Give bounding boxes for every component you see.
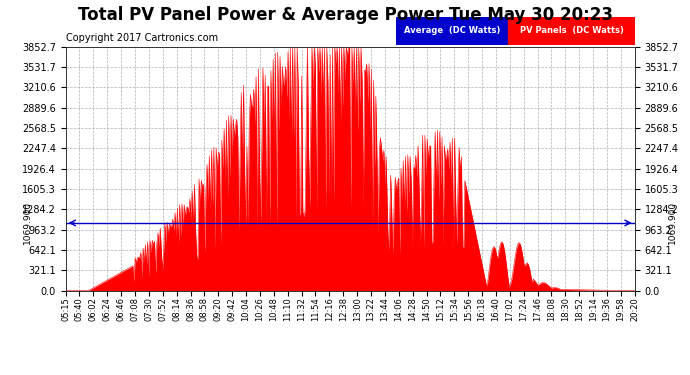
Bar bbox=[395, 17, 508, 45]
Text: Copyright 2017 Cartronics.com: Copyright 2017 Cartronics.com bbox=[66, 33, 217, 43]
Text: Average  (DC Watts): Average (DC Watts) bbox=[404, 26, 500, 36]
Text: Total PV Panel Power & Average Power Tue May 30 20:23: Total PV Panel Power & Average Power Tue… bbox=[77, 6, 613, 24]
Text: PV Panels  (DC Watts): PV Panels (DC Watts) bbox=[520, 26, 623, 36]
Bar bbox=[508, 17, 635, 45]
Text: 1069.900: 1069.900 bbox=[23, 201, 32, 244]
Text: 1069.900: 1069.900 bbox=[668, 201, 678, 244]
